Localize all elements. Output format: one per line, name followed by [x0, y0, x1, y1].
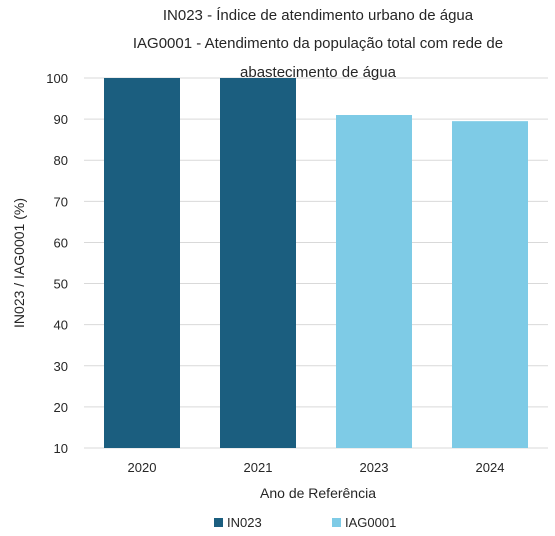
x-tick-label: 2020 — [128, 460, 157, 475]
y-tick-label: 10 — [54, 441, 68, 456]
bar-iag0001-2023 — [336, 115, 412, 448]
bar-in023-2020 — [104, 78, 180, 448]
chart-title-line-3: abastecimento de água — [240, 64, 397, 81]
legend: IN023 IAG0001 — [214, 515, 396, 530]
bar-iag0001-2024 — [452, 121, 528, 449]
y-tick-label: 100 — [46, 71, 68, 86]
chart-title-line-1: IN023 - Índice de atendimento urbano de … — [163, 7, 474, 24]
y-tick-label: 50 — [54, 277, 68, 292]
bars — [104, 78, 528, 449]
y-tick-label: 40 — [54, 318, 68, 333]
x-axis-ticks: 2020 2021 2023 2024 — [128, 460, 505, 475]
y-axis-title: IN023 / IAG0001 (%) — [11, 198, 27, 328]
y-tick-label: 60 — [54, 235, 68, 250]
y-axis-ticks: 100 90 80 70 60 50 40 30 20 10 — [46, 71, 68, 456]
x-axis-title: Ano de Referência — [260, 485, 376, 501]
legend-label-in023: IN023 — [227, 515, 262, 530]
y-tick-label: 80 — [54, 153, 68, 168]
legend-swatch-iag0001 — [332, 518, 341, 527]
x-tick-label: 2024 — [476, 460, 505, 475]
legend-label-iag0001: IAG0001 — [345, 515, 396, 530]
y-tick-label: 20 — [54, 400, 68, 415]
legend-swatch-in023 — [214, 518, 223, 527]
y-tick-label: 70 — [54, 194, 68, 209]
x-tick-label: 2021 — [244, 460, 273, 475]
x-tick-label: 2023 — [360, 460, 389, 475]
chart-title-line-2: IAG0001 - Atendimento da população total… — [133, 35, 503, 52]
y-tick-label: 90 — [54, 112, 68, 127]
bar-in023-2021 — [220, 78, 296, 448]
y-tick-label: 30 — [54, 359, 68, 374]
